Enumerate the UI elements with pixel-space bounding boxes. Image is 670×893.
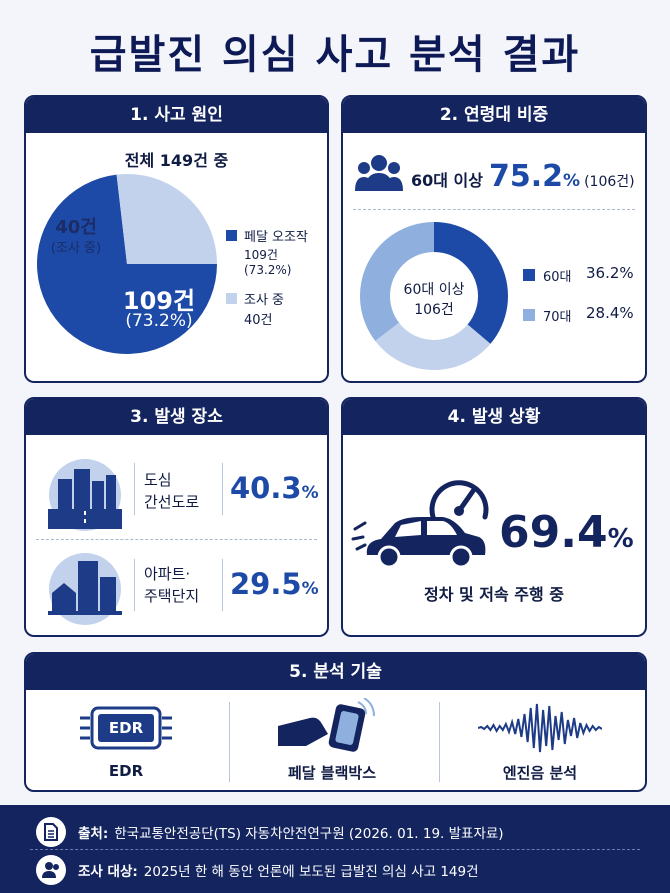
footer-source: 출처: 한국교통안전공단(TS) 자동차안전연구원 (2026. 01. 19.… <box>36 817 504 847</box>
age-summary-count: (106건) <box>584 174 635 190</box>
place-pct-2: 29.5% <box>230 567 319 601</box>
cause-total: 전체 149건 중 <box>124 151 229 170</box>
age-divider <box>353 209 635 210</box>
pie-minor-count: 40건 <box>55 217 97 238</box>
place-panel: 3. 발생 장소 도심 간선도로 40.3% 아파트· 주택단지 29.5% <box>24 397 329 637</box>
legend-label-60s: 60대 <box>543 270 572 285</box>
pie-slice-pedal <box>36 174 217 354</box>
legend-label-investigating: 조사 중 <box>244 293 285 308</box>
legend-swatch-pedal <box>226 230 237 241</box>
edr-chip-text: EDR <box>108 719 144 737</box>
apartment-icon <box>48 553 122 625</box>
age-summary-prefix: 60대 이상 <box>411 171 483 190</box>
page-title: 급발진 의심 사고 분석 결과 <box>89 32 581 78</box>
tech-panel: 5. 분석 기술 EDR EDR 페달 블랙박스 엔진음 분석 <box>24 652 647 792</box>
age-summary-unit: % <box>563 171 581 191</box>
place-label-2a: 아파트· <box>144 565 191 583</box>
legend-swatch-investigating <box>226 293 237 304</box>
legend-swatch-70s <box>523 309 535 321</box>
age-donut-chart <box>360 222 508 370</box>
place-label-2b: 주택단지 <box>144 587 200 605</box>
age-panel: 2. 연령대 비중 60대 이상 75.2 % (106건) 60대 이상 10… <box>341 95 647 383</box>
donut-center-count: 106건 <box>414 302 454 318</box>
footer-target-text: 2025년 한 해 동안 언론에 보도된 급발진 의심 사고 149건 <box>143 864 479 880</box>
people-group-icon <box>355 155 403 191</box>
legend-desc-investigating: 40건 <box>244 313 273 328</box>
legend-pct-60s: 36.2% <box>586 264 634 282</box>
place-label-1b: 간선도로 <box>144 493 200 511</box>
footer: 출처: 한국교통안전공단(TS) 자동차안전연구원 (2026. 01. 19.… <box>0 805 670 893</box>
people-icon <box>36 855 66 885</box>
place-pct-1: 40.3% <box>230 471 319 505</box>
pie-minor-note: (조사 중) <box>50 241 102 256</box>
legend-pct-70s: 28.4% <box>586 304 634 322</box>
car-icon <box>351 517 486 569</box>
document-icon <box>36 817 66 847</box>
footer-source-label: 출처: <box>78 826 109 842</box>
pie-major-pct: (73.2%) <box>125 311 193 331</box>
legend-desc-pedal: 109건 (73.2%) <box>244 248 292 277</box>
situation-panel: 4. 발생 상황 69.4% 정차 및 저속 주행 중 <box>341 397 647 637</box>
speedometer-icon <box>429 480 489 520</box>
age-header: 2. 연령대 비중 <box>343 97 645 133</box>
tech-label-edr: EDR <box>108 762 144 780</box>
place-label-1a: 도심 <box>144 471 172 489</box>
footer-source-text: 한국교통안전공단(TS) 자동차안전연구원 (2026. 01. 19. 발표자… <box>114 826 504 842</box>
age-summary: 60대 이상 75.2 % (106건) <box>411 159 635 194</box>
cause-header: 1. 사고 원인 <box>26 97 327 133</box>
pedal-blackbox-icon <box>278 698 375 752</box>
situation-caption: 정차 및 저속 주행 중 <box>423 585 565 604</box>
legend-swatch-60s <box>523 269 535 281</box>
sound-wave-icon <box>478 703 602 753</box>
tech-header: 5. 분석 기술 <box>26 654 645 690</box>
legend-label-pedal: 페달 오조작 <box>244 230 308 245</box>
pie-major-count: 109건 <box>122 287 196 315</box>
cause-panel: 1. 사고 원인 전체 149건 중 40건 (조사 중) 109건 (73.2… <box>24 95 329 383</box>
city-road-icon <box>48 459 122 531</box>
edr-chip-icon: EDR <box>78 706 174 750</box>
tech-label-pedal: 페달 블랙박스 <box>287 764 377 782</box>
age-summary-pct: 75.2 <box>489 159 564 194</box>
legend-label-70s: 70대 <box>543 310 572 325</box>
footer-target-label: 조사 대상: <box>78 864 138 880</box>
donut-center-label: 60대 이상 <box>403 282 465 298</box>
cause-pie-chart <box>36 174 217 354</box>
situation-header: 4. 발생 상황 <box>343 399 645 435</box>
situation-pct: 69.4% <box>499 507 634 558</box>
footer-target: 조사 대상: 2025년 한 해 동안 언론에 보도된 급발진 의심 사고 14… <box>36 855 479 885</box>
tech-label-engine: 엔진음 분석 <box>502 764 578 782</box>
pie-slice-investigating <box>116 174 217 264</box>
place-header: 3. 발생 장소 <box>26 399 327 435</box>
